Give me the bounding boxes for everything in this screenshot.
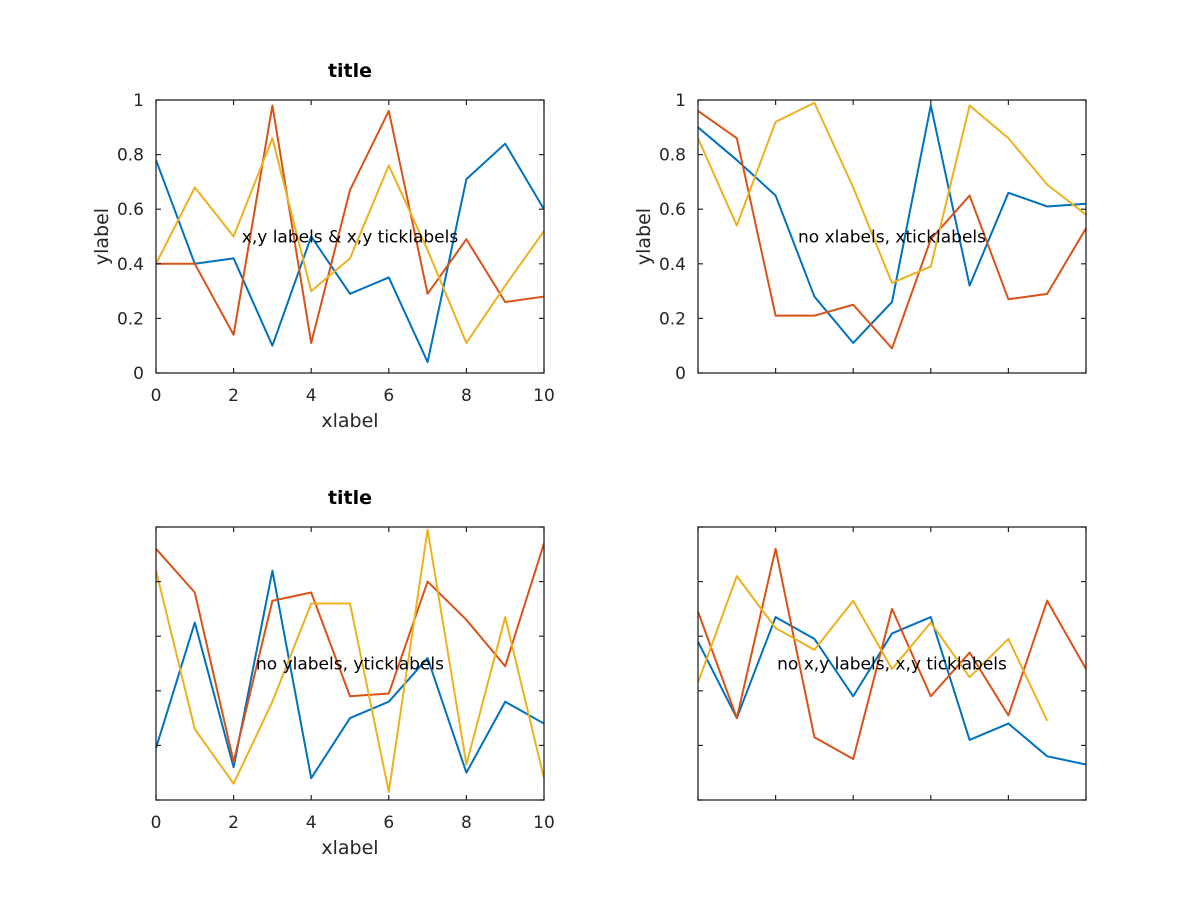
series-2-line [155,543,545,763]
x-tick-label: 8 [461,813,472,833]
y-tick-label: 0.4 [117,255,144,275]
annotation-text: no x,y labels, x,y ticklabels [777,655,1007,675]
subplot-3: 0 2 4 6 8 10 title xlabel no ylabels, yticklabel… [151,487,555,859]
chart-title: title [328,60,372,82]
y-tick-label: 0.6 [659,200,686,220]
axes-frame [697,99,1087,374]
y-tick-label: 0.4 [659,255,686,275]
annotation-text: x,y labels & x,y ticklabels [242,228,459,248]
series-1-line [697,104,1087,344]
series-2-line [697,547,1087,761]
x-tick-label: 6 [383,386,394,406]
axes-frame [697,526,1087,801]
y-tick-label: 1 [675,91,686,111]
series-1-line [155,569,545,780]
y-axis-label: ylabel [633,208,655,265]
y-tick-label: 0 [675,364,686,384]
series-3-line [155,528,545,793]
series-1-line [155,142,545,364]
y-tick-label: 0.2 [117,309,144,329]
subplot-2: 0 0.2 0.4 0.6 0.8 1 ylabel no xlabels, xticklab… [633,91,1087,384]
x-axis-label: xlabel [321,410,378,432]
annotation-text: no xlabels, xticklabels [798,228,986,248]
axes-frame [155,526,545,801]
series-3-line [155,137,545,344]
y-axis-label: ylabel [91,208,113,265]
subplot-4: no x,y labels, x,y ticklabels [697,526,1087,801]
series-1-line [697,616,1087,766]
y-tick-label: 1 [133,91,144,111]
x-tick-label: 6 [383,813,394,833]
series-2-line [156,104,545,344]
x-tick-label: 2 [228,386,239,406]
series-2-line [697,110,1087,350]
x-tick-label: 4 [306,386,317,406]
x-tick-label: 0 [151,813,162,833]
x-tick-label: 10 [533,813,555,833]
y-tick-label: 0.8 [659,146,686,166]
y-tick-label: 0.8 [117,146,144,166]
x-axis-label: xlabel [321,837,378,859]
axes-frame [155,99,545,374]
annotation-text: no ylabels, yticklabels [256,655,444,675]
x-tick-label: 4 [306,813,317,833]
x-tick-label: 10 [533,386,555,406]
y-tick-label: 0 [133,364,144,384]
series-3-line [697,101,1087,284]
x-tick-label: 0 [151,386,162,406]
chart-title: title [328,487,372,509]
y-tick-label: 0.6 [117,200,144,220]
x-tick-label: 2 [228,813,239,833]
x-tick-label: 8 [461,386,472,406]
y-tick-label: 0.2 [659,309,686,329]
series-3-line [697,575,1049,722]
subplot-1: 0 2 4 6 8 10 0 0.2 0.4 0.6 0.8 1 title xlabel ylabel x,… [91,60,555,432]
